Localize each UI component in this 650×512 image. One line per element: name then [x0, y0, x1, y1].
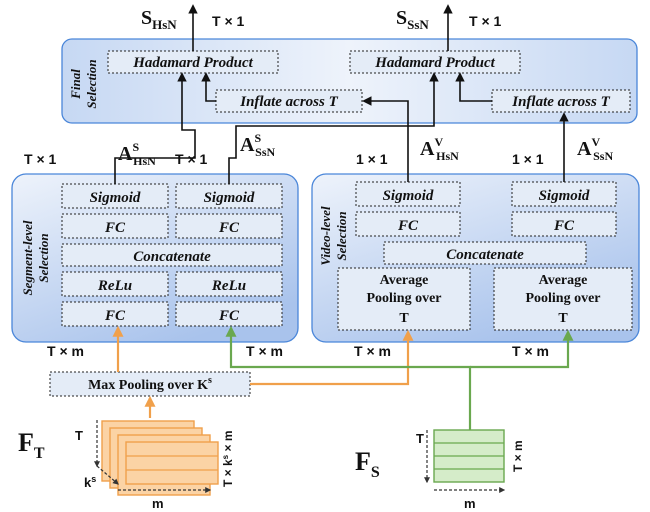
inflate-right-label: Inflate across T [511, 94, 610, 110]
seg-relu-left: ReLu [97, 278, 132, 294]
arrow-seg-sigmoid-left-up [114, 72, 196, 184]
segment-title-line2: Selection [36, 233, 51, 282]
max-pooling-label: Max Pooling over Ks [88, 375, 212, 393]
ft-dim-label: T × ks × m [221, 431, 235, 488]
vid-avgpool-left-line1: Average [380, 273, 429, 288]
seg-sigmoid-left: Sigmoid [90, 190, 141, 206]
out-dim-right: T × 1 [469, 13, 502, 29]
dim-tm-2: T × m [246, 343, 283, 359]
fs-dim-label: T × m [511, 440, 525, 472]
seg-dim-right: T × 1 [175, 151, 208, 167]
vid-avgpool-left-line3: T [399, 311, 409, 326]
hadamard-left-label: Hadamard Product [132, 55, 253, 71]
vid-sigmoid-right: Sigmoid [539, 188, 590, 204]
vid-dim-right: 1 × 1 [512, 151, 544, 167]
seg-fc-top-left-box [61, 213, 169, 239]
vid-sigmoid-left-box [355, 181, 461, 207]
seg-fc-top-left: FC [104, 220, 126, 236]
vid-fc-left-box [355, 211, 461, 237]
arrow-maxpool-to-vid-pool [250, 329, 414, 386]
vid-avgpool-left-box [337, 267, 471, 331]
vid-avgpool-right-line1: Average [539, 273, 588, 288]
s-ssn-label: SSsN [396, 7, 429, 32]
ft-ks-label: ks [84, 474, 96, 490]
arrow-fs-to-vid-pool [470, 329, 574, 369]
input-flow: Max Pooling over Ks T × m T × m T × m T … [47, 325, 574, 430]
seg-sigmoid-right-box [175, 183, 283, 209]
vid-concatenate: Concatenate [446, 247, 524, 263]
dim-tm-1: T × m [47, 343, 84, 359]
seg-fc-bottom-right: FC [218, 308, 240, 324]
fs-t-label: T [416, 431, 424, 446]
segment-title-line1: Segment-level [20, 220, 35, 295]
vid-avgpool-right-box [493, 267, 633, 331]
seg-fc-top-right-box [175, 213, 283, 239]
fs-m-label: m [464, 496, 476, 511]
dim-tm-3: T × m [354, 343, 391, 359]
fs-label: FS [355, 447, 380, 481]
vid-concatenate-box [383, 241, 587, 265]
arrow-fs-to-seg-fc [225, 325, 472, 430]
fs-tensor: FS T m T × m [355, 429, 525, 511]
final-title-line1: Final [68, 69, 83, 100]
out-dim-left: T × 1 [212, 13, 245, 29]
ft-m-label: m [152, 496, 164, 511]
seg-concatenate: Concatenate [133, 249, 211, 265]
final-selection-block: Final Selection Hadamard Product Hadamar… [61, 38, 638, 124]
vid-fc-right: FC [553, 218, 575, 234]
output-labels: SHsN SSsN T × 1 T × 1 [141, 7, 502, 32]
black-arrows [114, 4, 569, 184]
hadamard-right-label: Hadamard Product [374, 55, 495, 71]
video-title-line1: Video-level [318, 206, 333, 266]
a-s-ssn-label: AS SsN [240, 131, 275, 159]
ft-stack [101, 420, 219, 496]
ft-label: FT [18, 428, 45, 462]
seg-dim-left: T × 1 [24, 151, 57, 167]
final-title-line2: Selection [84, 59, 99, 108]
vid-avgpool-right-line3: T [558, 311, 568, 326]
seg-relu-left-box [61, 271, 169, 297]
a-v-ssn-label: AV SsN [577, 135, 613, 163]
ft-tensor: FT T ks m T × ks × m [18, 420, 235, 511]
seg-fc-top-right: FC [218, 220, 240, 236]
s-hsn-label: SHsN [141, 7, 177, 32]
vid-sigmoid-left: Sigmoid [383, 188, 434, 204]
video-level-block: Video-level Selection Sigmoid Sigmoid FC… [311, 173, 640, 343]
vid-dim-left: 1 × 1 [356, 151, 388, 167]
vid-fc-right-box [511, 211, 617, 237]
arrow-vid-sigmoid-left-up [362, 96, 409, 182]
seg-sigmoid-left-box [61, 183, 169, 209]
attention-labels: T × 1 T × 1 1 × 1 1 × 1 AS HsN AS SsN AV Hs… [24, 131, 613, 168]
seg-sigmoid-right: Sigmoid [204, 190, 255, 206]
inflate-left-label: Inflate across T [239, 94, 338, 110]
ft-slice-4 [125, 441, 219, 485]
video-title-line2: Selection [334, 211, 349, 260]
arrow-inflate-left-to-hadamard [201, 72, 216, 102]
arrow-seg-sigmoid-right-up [228, 72, 439, 184]
segment-level-block: Segment-level Selection Sigmoid Sigmoid … [11, 173, 299, 343]
seg-fc-bottom-left: FC [104, 308, 126, 324]
seg-concatenate-box [61, 243, 283, 267]
dim-tm-4: T × m [512, 343, 549, 359]
seg-relu-right: ReLu [211, 278, 246, 294]
seg-fc-bottom-right-box [175, 301, 283, 327]
seg-relu-right-box [175, 271, 283, 297]
vid-fc-left: FC [397, 218, 419, 234]
a-s-hsn-label: AS HsN [118, 140, 156, 168]
seg-fc-bottom-left-box [61, 301, 169, 327]
vid-avgpool-left-line2: Pooling over [366, 291, 441, 306]
ft-t-label: T [75, 428, 83, 443]
a-v-hsn-label: AV HsN [420, 135, 459, 163]
vid-avgpool-right-line2: Pooling over [525, 291, 600, 306]
arrow-inflate-right-to-hadamard [455, 72, 492, 102]
